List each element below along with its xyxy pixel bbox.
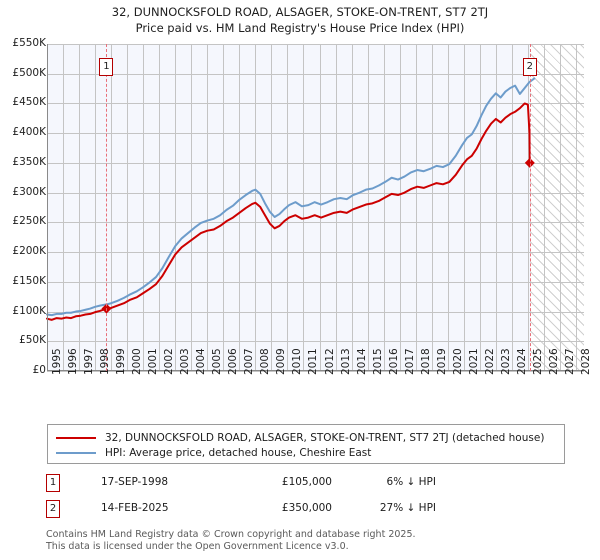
y-tick-label: £350K	[12, 155, 46, 168]
x-tick-label: 2009	[275, 348, 288, 375]
x-tick-label: 1996	[67, 348, 80, 375]
x-tick-label: 1997	[83, 348, 96, 375]
x-tick-label: 1995	[51, 348, 63, 375]
legend-item-hpi: HPI: Average price, detached house, Ches…	[56, 445, 564, 460]
chart-legend: 32, DUNNOCKSFOLD ROAD, ALSAGER, STOKE-ON…	[47, 424, 565, 464]
x-tick-label: 2023	[499, 348, 512, 375]
x-tick-label: 2019	[435, 348, 448, 375]
x-tick-label: 2010	[291, 348, 304, 375]
x-tick-label: 2017	[403, 348, 416, 375]
x-tick-label: 2025	[531, 348, 544, 375]
x-tick-label: 2011	[307, 348, 320, 375]
x-tick-label: 2004	[195, 348, 208, 375]
x-tick-label: 2015	[371, 348, 384, 375]
x-tick-label: 2013	[339, 348, 352, 375]
x-tick-label: 1998	[99, 348, 112, 375]
copyright-line: Contains HM Land Registry data © Crown c…	[46, 529, 416, 540]
x-tick-label: 2002	[163, 348, 176, 375]
y-tick-label: £50K	[19, 334, 46, 347]
plot-background	[47, 44, 584, 371]
x-tick-label: 2020	[451, 348, 464, 375]
x-tick-label: 2006	[227, 348, 240, 375]
title-line-2: Price paid vs. HM Land Registry's House …	[135, 21, 465, 35]
legend-label-hpi: HPI: Average price, detached house, Ches…	[105, 446, 372, 459]
transaction-date-1: 17-SEP-1998	[101, 476, 169, 488]
y-tick-label: £200K	[12, 245, 46, 258]
sale-event-vline-2	[529, 44, 531, 371]
sale-event-badge-2[interactable]: 2	[522, 58, 537, 76]
x-tick-label: 2016	[387, 348, 400, 375]
x-tick-label: 2027	[563, 348, 576, 375]
y-axis-line	[47, 44, 48, 371]
transactions-table: 1 17-SEP-1998 £105,000 6% ↓ HPI 2 14-FEB…	[46, 472, 446, 524]
transaction-hpi-delta-2: 27% ↓ HPI	[379, 502, 436, 514]
x-tick-label: 2003	[179, 348, 192, 375]
y-tick-label: £0	[32, 364, 46, 376]
x-tick-label: 2007	[243, 348, 256, 375]
x-tick-label: 2001	[147, 348, 160, 375]
transaction-badge-2: 2	[46, 500, 60, 518]
y-tick-label: £500K	[12, 66, 46, 79]
transaction-date-2: 14-FEB-2025	[101, 502, 169, 514]
transaction-badge-1: 1	[46, 474, 60, 492]
y-tick-label: £250K	[12, 215, 46, 228]
title-line-1: 32, DUNNOCKSFOLD ROAD, ALSAGER, STOKE-ON…	[111, 5, 489, 19]
x-tick-label: 2018	[419, 348, 432, 375]
y-tick-label: £400K	[12, 126, 46, 139]
table-row[interactable]: 2 14-FEB-2025 £350,000 27% ↓ HPI	[46, 498, 446, 524]
table-row[interactable]: 1 17-SEP-1998 £105,000 6% ↓ HPI	[46, 472, 446, 498]
x-tick-label: 2028	[579, 348, 592, 375]
attribution-footer: Contains HM Land Registry data © Crown c…	[46, 529, 586, 552]
legend-item-property: 32, DUNNOCKSFOLD ROAD, ALSAGER, STOKE-ON…	[56, 430, 564, 445]
legend-color-swatch-hpi	[56, 451, 96, 454]
x-tick-label: 2014	[355, 348, 368, 375]
y-tick-label: £450K	[12, 96, 46, 109]
x-tick-label: 1999	[115, 348, 128, 375]
x-tick-label: 2022	[483, 348, 496, 375]
x-tick-label: 2026	[547, 348, 560, 375]
page-title: 32, DUNNOCKSFOLD ROAD, ALSAGER, STOKE-ON…	[0, 4, 600, 36]
x-tick-label: 2000	[131, 348, 144, 375]
series-line-hpi	[46, 77, 536, 317]
y-tick-label: £100K	[12, 304, 46, 317]
y-tick-label: £150K	[12, 274, 46, 287]
x-tick-label: 2008	[259, 348, 272, 375]
x-tick-label: 2012	[323, 348, 336, 375]
transaction-hpi-delta-1: 6% ↓ HPI	[386, 476, 436, 488]
x-axis-line	[47, 370, 584, 371]
series-line-property	[46, 102, 531, 321]
chart-series-layer	[46, 77, 536, 321]
x-tick-label: 2005	[211, 348, 224, 375]
x-tick-label: 2024	[515, 348, 528, 375]
x-tick-label: 2021	[467, 348, 480, 375]
transaction-price-2: £350,000	[281, 502, 332, 514]
transaction-price-1: £105,000	[281, 476, 332, 488]
y-tick-label: £550K	[12, 37, 46, 49]
licence-line: This data is licensed under the Open Gov…	[46, 540, 349, 552]
legend-label-property: 32, DUNNOCKSFOLD ROAD, ALSAGER, STOKE-ON…	[105, 431, 545, 444]
sale-event-badge-1[interactable]: 1	[99, 58, 114, 76]
legend-color-swatch-property	[56, 436, 96, 439]
sale-event-vline-1	[106, 44, 108, 371]
y-tick-label: £300K	[12, 185, 46, 198]
